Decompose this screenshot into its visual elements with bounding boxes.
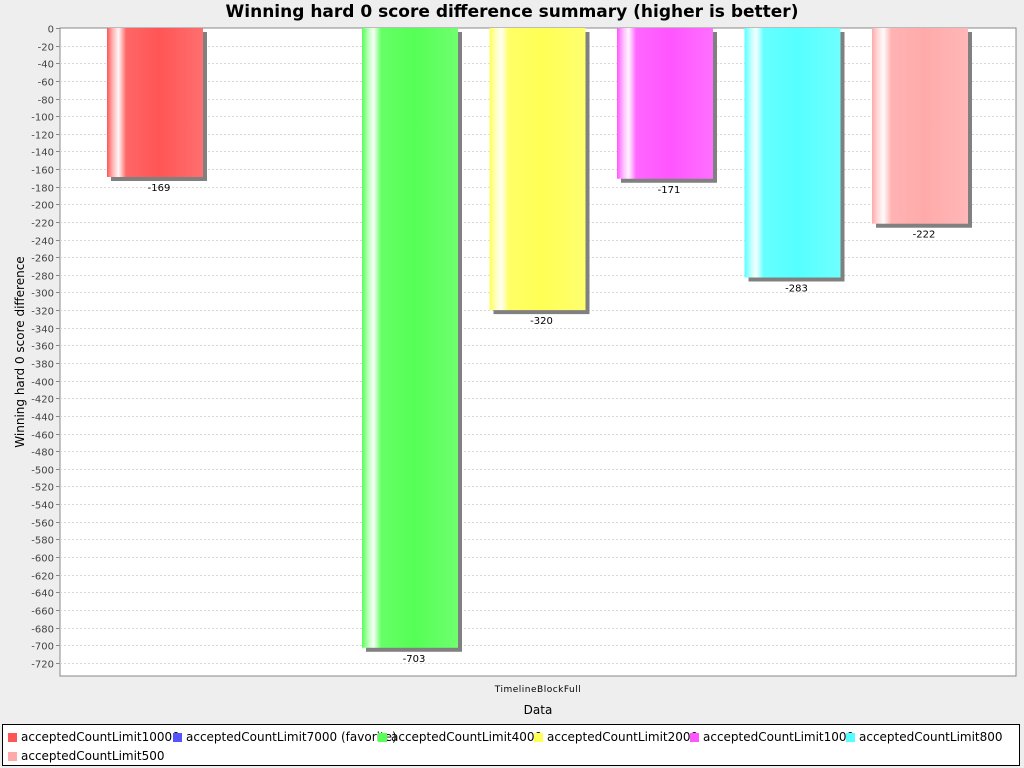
y-tick-label: -500 <box>31 466 54 477</box>
y-tick-label: -200 <box>31 201 54 212</box>
y-tick-label: -360 <box>31 342 54 353</box>
y-tick-label: -40 <box>38 60 54 71</box>
y-tick-label: -80 <box>38 96 54 107</box>
y-tick-label: -700 <box>31 642 54 653</box>
y-tick-label: -100 <box>31 113 54 124</box>
y-tick-label: -20 <box>38 43 54 54</box>
y-tick-label: -660 <box>31 607 54 618</box>
bar-acceptedCountLimit1000 <box>617 28 713 179</box>
y-tick-label: -280 <box>31 272 54 283</box>
legend-label: acceptedCountLimit2000 <box>547 730 699 744</box>
legend-label: acceptedCountLimit7000 (favorite) <box>186 730 397 744</box>
y-tick-label: -520 <box>31 483 54 494</box>
y-tick-label: -160 <box>31 166 54 177</box>
chart-title: Winning hard 0 score difference summary … <box>225 2 799 22</box>
legend-swatch <box>8 733 17 742</box>
y-tick-label: -580 <box>31 536 54 547</box>
y-axis-label: Winning hard 0 score difference <box>13 256 27 447</box>
y-tick-label: -620 <box>31 572 54 583</box>
chart-plot: 0 -20 -40 -60 -80 -100 -120 -140 -160 -180 -200 -22… <box>13 25 1017 717</box>
bar-value-label: -222 <box>913 230 936 241</box>
y-tick-label: -140 <box>31 148 54 159</box>
legend-swatch <box>378 733 387 742</box>
y-tick-label: -460 <box>31 431 54 442</box>
bar-acceptedCountLimit2000 <box>489 28 586 311</box>
bar-value-label: -169 <box>148 183 171 194</box>
plot-area <box>59 27 1017 677</box>
y-tick-label: -480 <box>31 448 54 459</box>
y-tick-label: -240 <box>31 237 54 248</box>
legend-label: acceptedCountLimit4000 <box>391 730 543 744</box>
bar-acceptedCountLimit500 <box>872 28 968 224</box>
y-tick-label: -420 <box>31 395 54 406</box>
legend-swatch <box>690 733 699 742</box>
bar-value-label: -703 <box>403 654 426 665</box>
y-tick-label: -540 <box>31 501 54 512</box>
y-tick-label: -220 <box>31 219 54 230</box>
legend-swatch <box>846 733 855 742</box>
y-tick-label: -400 <box>31 378 54 389</box>
x-tick-label: TimelineBlockFull <box>494 685 582 695</box>
y-tick-label: -640 <box>31 589 54 600</box>
y-tick-label: -560 <box>31 519 54 530</box>
y-tick-label: -440 <box>31 413 54 424</box>
legend-label: acceptedCountLimit1000 <box>703 730 855 744</box>
bar-value-label: -320 <box>530 316 553 327</box>
legend-swatch <box>534 733 543 742</box>
bar-acceptedCountLimit10000 <box>107 28 203 177</box>
legend: acceptedCountLimit10000 acceptedCountLimi… <box>2 724 1020 766</box>
legend-label: acceptedCountLimit500 <box>21 749 165 763</box>
x-axis-label: Data <box>524 703 553 717</box>
y-tick-label: -600 <box>31 554 54 565</box>
y-tick-label: -340 <box>31 325 54 336</box>
legend-label: acceptedCountLimit10000 <box>21 730 180 744</box>
y-tick-label: -680 <box>31 625 54 636</box>
y-tick-label: -380 <box>31 360 54 371</box>
y-tick-label: -260 <box>31 254 54 265</box>
y-tick-label: -320 <box>31 307 54 318</box>
bar-value-label: -283 <box>785 284 808 295</box>
y-tick-label: -120 <box>31 131 54 142</box>
bar-value-label: -171 <box>658 185 681 196</box>
legend-swatch <box>8 752 17 761</box>
legend-label: acceptedCountLimit800 <box>859 730 1003 744</box>
y-tick-label: -180 <box>31 184 54 195</box>
bar-acceptedCountLimit800 <box>744 28 841 278</box>
bar-acceptedCountLimit4000 <box>362 28 458 648</box>
y-tick-label: -300 <box>31 289 54 300</box>
y-tick-label: -60 <box>38 78 54 89</box>
y-tick-label: -720 <box>31 660 54 671</box>
legend-swatch <box>173 733 182 742</box>
y-tick-label: 0 <box>48 25 54 36</box>
